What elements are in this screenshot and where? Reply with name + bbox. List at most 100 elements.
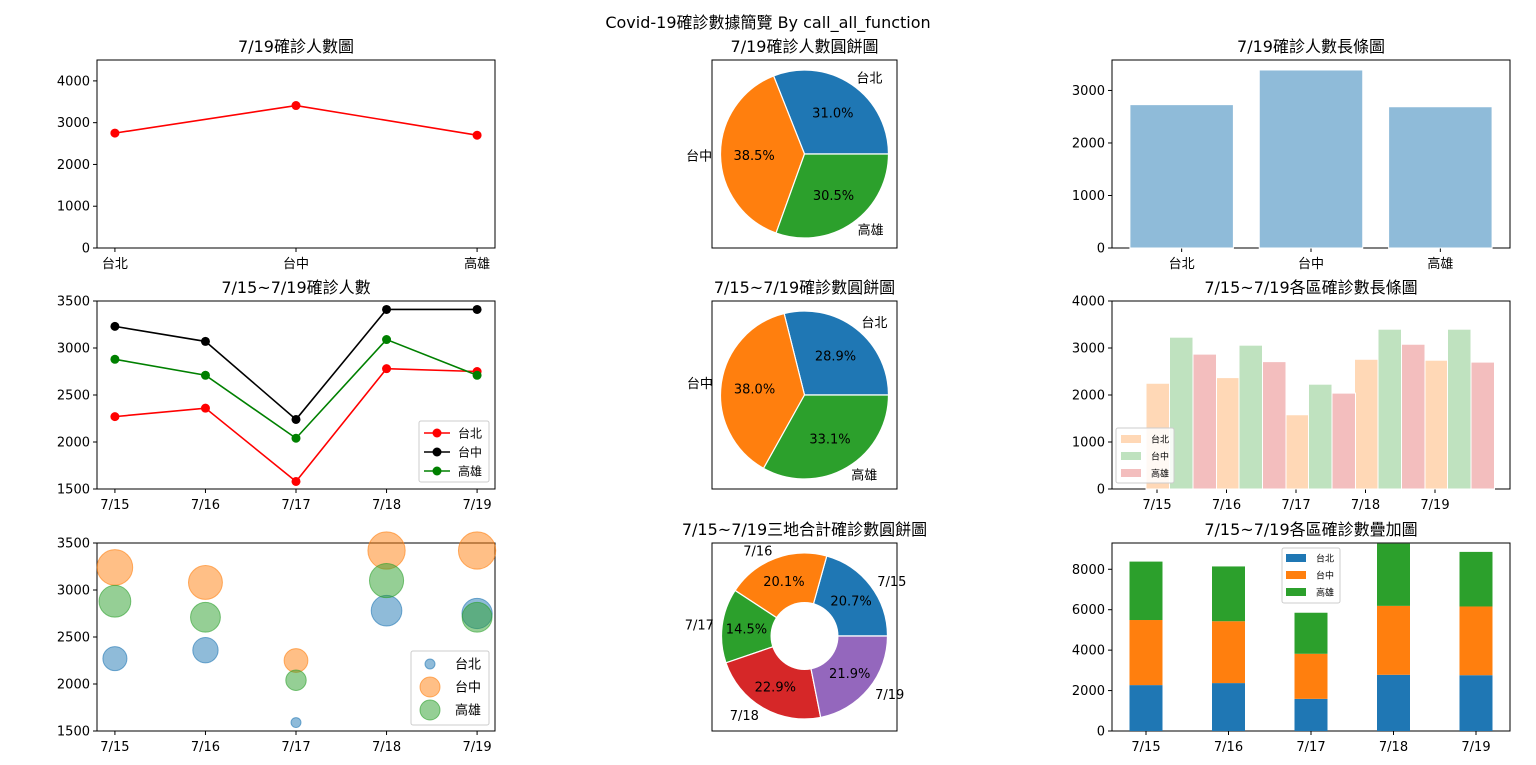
y-tick-label: 2000 [1072, 684, 1105, 699]
legend-marker [419, 699, 441, 721]
legend-swatch [1286, 588, 1306, 596]
scatter-point [190, 601, 221, 633]
bar [1262, 361, 1287, 490]
bar [1258, 69, 1364, 249]
scatter-point [192, 636, 219, 664]
pie-slice [720, 589, 806, 664]
data-point [110, 321, 120, 331]
x-tick-label: 7/19 [1461, 740, 1490, 755]
pie-slice [719, 75, 806, 234]
data-point [291, 414, 301, 424]
pie-label: 台北 [861, 316, 887, 331]
pie-label: 7/16 [743, 545, 772, 560]
x-tick-label: 7/19 [1420, 498, 1449, 513]
y-tick-label: 1500 [57, 725, 90, 740]
stacked-bar-segment [1129, 685, 1163, 731]
pie-pct-label: 33.1% [809, 432, 850, 447]
data-point [472, 370, 482, 380]
chart-title-0: 7/19確診人數圖 [238, 37, 354, 56]
pie-pct-label: 20.1% [763, 575, 804, 590]
y-tick-label: 2000 [1072, 389, 1105, 404]
x-tick-label: 7/19 [462, 498, 491, 513]
chart-title-5: 7/15~7/19各區確診數長條圖 [1204, 278, 1417, 297]
x-tick-label: 7/18 [372, 740, 401, 755]
stacked-bar-segment [1459, 606, 1493, 676]
y-tick-label: 0 [1097, 483, 1105, 498]
scatter-point [290, 717, 302, 729]
x-tick-label: 7/15 [100, 740, 129, 755]
legend-label: 高雄 [1151, 468, 1169, 480]
chart-title-7: 7/15~7/19三地合計確診數圓餅圖 [682, 520, 927, 539]
pie-slice [719, 312, 806, 470]
y-tick-label: 8000 [1072, 563, 1105, 578]
pie-label: 台北 [856, 72, 882, 87]
scatter-point [370, 594, 403, 627]
legend-label: 台北 [455, 658, 481, 673]
data-point [291, 101, 301, 111]
legend-label: 台中 [1151, 451, 1169, 463]
bar [1284, 414, 1309, 490]
pie-slice [762, 394, 890, 480]
chart-title-8: 7/15~7/19各區確診數疊加圖 [1204, 520, 1417, 539]
pie-pct-label: 20.7% [830, 595, 871, 610]
data-point [200, 370, 210, 380]
y-tick-label: 3000 [57, 584, 90, 599]
scatter-point [96, 549, 134, 586]
legend-label: 高雄 [458, 464, 482, 479]
legend-label: 台中 [1316, 570, 1334, 582]
figure-suptitle: Covid-19確診數據簡覽 By call_all_function [605, 13, 931, 32]
pie-pct-label: 28.9% [815, 349, 856, 364]
y-tick-label: 1500 [57, 483, 90, 498]
pie-label: 台中 [686, 149, 712, 164]
legend-swatch [1286, 554, 1306, 562]
legend-marker [432, 447, 442, 457]
y-tick-label: 4000 [1072, 644, 1105, 659]
stacked-bar-segment [1294, 653, 1328, 699]
pie-pct-label: 38.5% [733, 149, 774, 164]
bar [1423, 359, 1448, 490]
pie-label: 高雄 [858, 223, 884, 239]
x-tick-label: 7/18 [372, 498, 401, 513]
stacked-bar-segment [1212, 621, 1245, 684]
y-tick-label: 4000 [1072, 295, 1105, 310]
legend-label: 台北 [458, 426, 482, 441]
pie-label: 7/15 [877, 575, 906, 590]
legend-box [1115, 427, 1175, 484]
stacked-bar-segment [1129, 620, 1163, 686]
y-tick-label: 3000 [1072, 84, 1105, 99]
scatter-point [187, 565, 223, 600]
y-tick-label: 3000 [1072, 342, 1105, 357]
bar [1377, 328, 1402, 490]
x-tick-label: 高雄 [464, 256, 490, 272]
data-point [200, 403, 210, 413]
data-point [200, 336, 210, 346]
scatter-point [457, 531, 497, 570]
x-tick-label: 7/16 [191, 498, 220, 513]
scatter-point [285, 669, 307, 691]
legend-marker [432, 428, 442, 438]
stacked-bar-segment [1294, 612, 1328, 654]
x-tick-label: 7/19 [462, 740, 491, 755]
pie-pct-label: 30.5% [813, 189, 854, 204]
x-tick-label: 7/18 [1379, 740, 1408, 755]
stacked-bar-segment [1459, 551, 1493, 607]
y-tick-label: 2000 [57, 678, 90, 693]
bar [1401, 343, 1426, 490]
data-point [472, 304, 482, 314]
x-tick-label: 台中 [1298, 257, 1324, 272]
y-tick-label: 0 [1097, 242, 1105, 257]
stacked-bar-segment [1129, 561, 1163, 621]
y-tick-label: 1000 [1072, 189, 1105, 204]
x-tick-label: 7/16 [1214, 740, 1243, 755]
chart-title-4: 7/15~7/19確診數圓餅圖 [714, 278, 895, 297]
data-point [110, 412, 120, 422]
pie-pct-label: 22.9% [755, 681, 796, 696]
y-tick-label: 2500 [57, 631, 90, 646]
data-point [110, 354, 120, 364]
x-tick-label: 台北 [1169, 257, 1195, 272]
scatter-point [102, 646, 128, 672]
bar [1308, 383, 1333, 490]
x-tick-label: 7/17 [1296, 740, 1325, 755]
stacked-bar-segment [1377, 543, 1410, 606]
